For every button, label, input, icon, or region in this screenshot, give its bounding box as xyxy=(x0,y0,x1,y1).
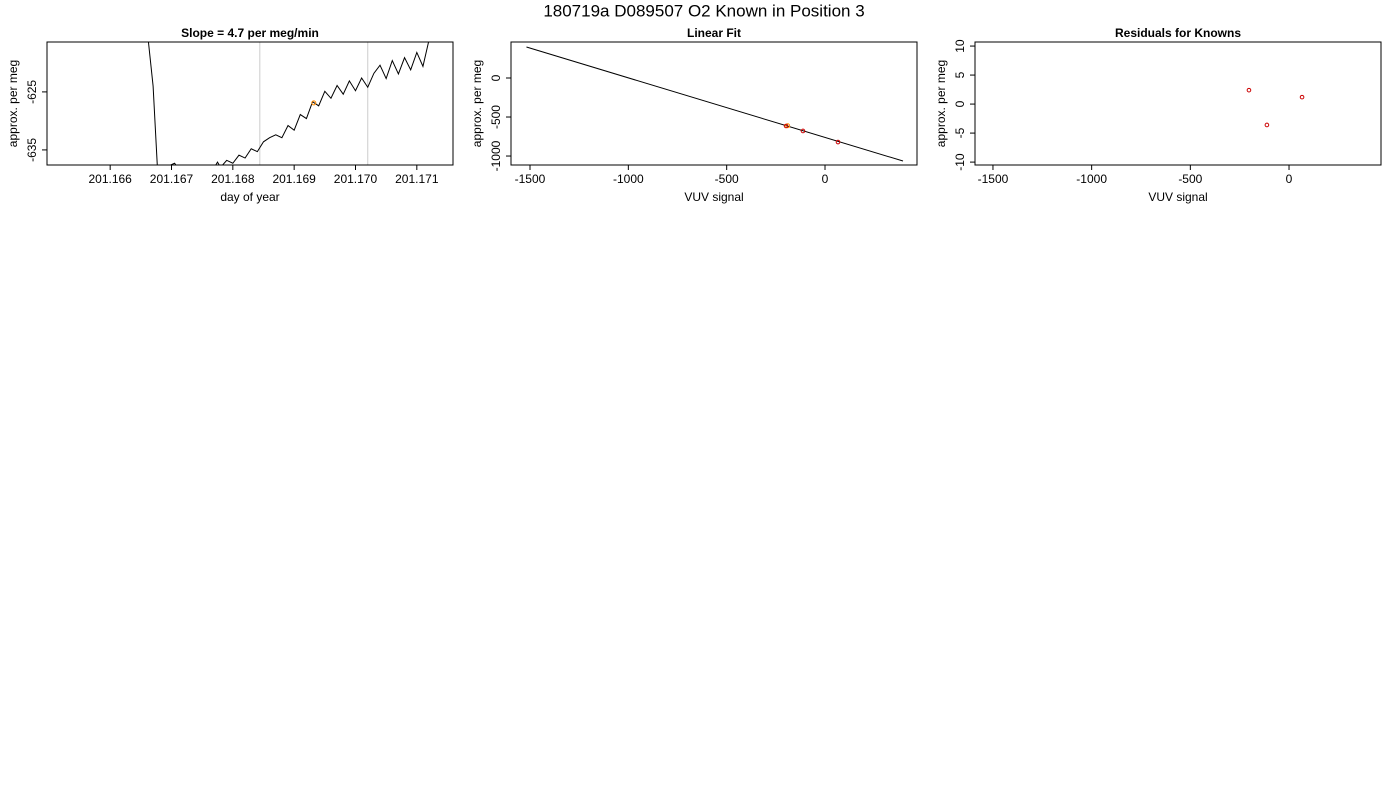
x-tick-label: -1000 xyxy=(613,172,644,186)
fit-line xyxy=(526,46,904,162)
data-point xyxy=(1246,87,1252,93)
x-tick-label: 201.167 xyxy=(150,172,194,186)
x-axis-label: VUV signal xyxy=(684,190,743,204)
panel-title: Residuals for Knowns xyxy=(1115,26,1241,40)
y-tick-label: -500 xyxy=(489,105,503,129)
marker-point xyxy=(311,100,317,106)
x-axis-label: day of year xyxy=(220,190,279,204)
data-point xyxy=(800,128,806,134)
x-tick-label: 0 xyxy=(822,172,829,186)
data-point xyxy=(783,123,789,129)
x-axis-label: VUV signal xyxy=(1148,190,1207,204)
x-tick-label: 201.169 xyxy=(272,172,316,186)
y-tick-label: 0 xyxy=(953,100,967,107)
y-tick-label: -635 xyxy=(25,138,39,162)
panel: Residuals for Knowns VUV signal approx. pe… xyxy=(934,26,1382,204)
data-point xyxy=(1264,122,1270,128)
main-title: 180719a D089507 O2 Known in Position 3 xyxy=(543,1,864,20)
panel: Slope = 4.7 per meg/min day of year approx… xyxy=(6,26,454,204)
plot-frame xyxy=(974,41,1382,166)
y-tick-label: -10 xyxy=(953,153,967,171)
y-tick-label: 0 xyxy=(489,74,503,81)
x-tick-label: -1500 xyxy=(515,172,546,186)
x-tick-label: -1500 xyxy=(978,172,1009,186)
x-tick-label: -500 xyxy=(715,172,739,186)
x-tick-label: -500 xyxy=(1178,172,1202,186)
panel-title: Linear Fit xyxy=(687,26,741,40)
plot-frame xyxy=(46,41,454,166)
plot-area xyxy=(1246,87,1305,128)
y-tick-label: -625 xyxy=(25,80,39,104)
panel: Linear Fit VUV signal approx. per meg -1500… xyxy=(470,26,918,204)
x-tick-label: 201.166 xyxy=(88,172,132,186)
x-tick-label: 201.171 xyxy=(395,172,439,186)
plot-area xyxy=(526,46,904,162)
y-axis-label: approx. per meg xyxy=(6,60,20,147)
x-tick-label: 0 xyxy=(1286,172,1293,186)
highlight-point xyxy=(785,123,791,129)
data-line xyxy=(147,42,430,165)
data-point xyxy=(1299,94,1305,100)
panel-title: Slope = 4.7 per meg/min xyxy=(181,26,319,40)
plot-area xyxy=(147,42,430,165)
y-axis-label: approx. per meg xyxy=(470,60,484,147)
y-tick-label: 5 xyxy=(953,71,967,78)
y-tick-label: -1000 xyxy=(489,140,503,171)
x-tick-label: -1000 xyxy=(1076,172,1107,186)
data-point xyxy=(835,139,841,145)
x-tick-label: 201.168 xyxy=(211,172,255,186)
plot-frame xyxy=(510,41,918,166)
y-tick-label: -5 xyxy=(953,127,967,138)
y-tick-label: 10 xyxy=(953,39,967,53)
x-tick-label: 201.170 xyxy=(334,172,378,186)
y-axis-label: approx. per meg xyxy=(934,60,948,147)
